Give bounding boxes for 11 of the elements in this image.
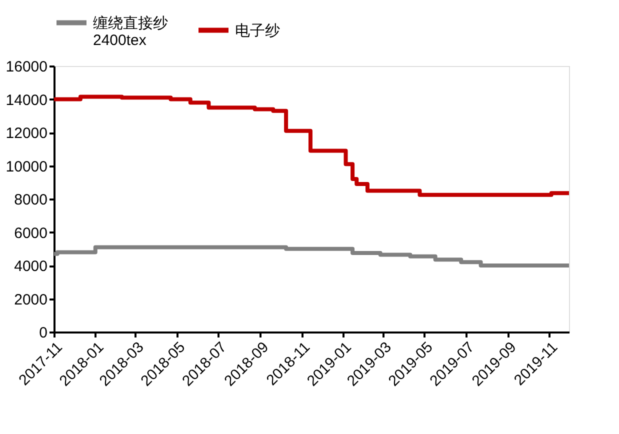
y-tick-label: 6000 [14, 224, 48, 242]
y-tick-label: 10000 [6, 158, 48, 176]
y-tick-label: 12000 [6, 125, 48, 142]
y-tick-label: 4000 [14, 258, 48, 275]
y-tick-label: 0 [39, 324, 48, 342]
legend-label: 缠绕直接纱 2400tex [93, 14, 168, 49]
y-tick-label: 16000 [6, 58, 48, 76]
y-tick-label: 14000 [6, 92, 48, 109]
legend-label: 电子纱 [235, 22, 280, 40]
y-tick-label: 2000 [14, 291, 48, 308]
y-tick-label: 8000 [14, 192, 48, 208]
